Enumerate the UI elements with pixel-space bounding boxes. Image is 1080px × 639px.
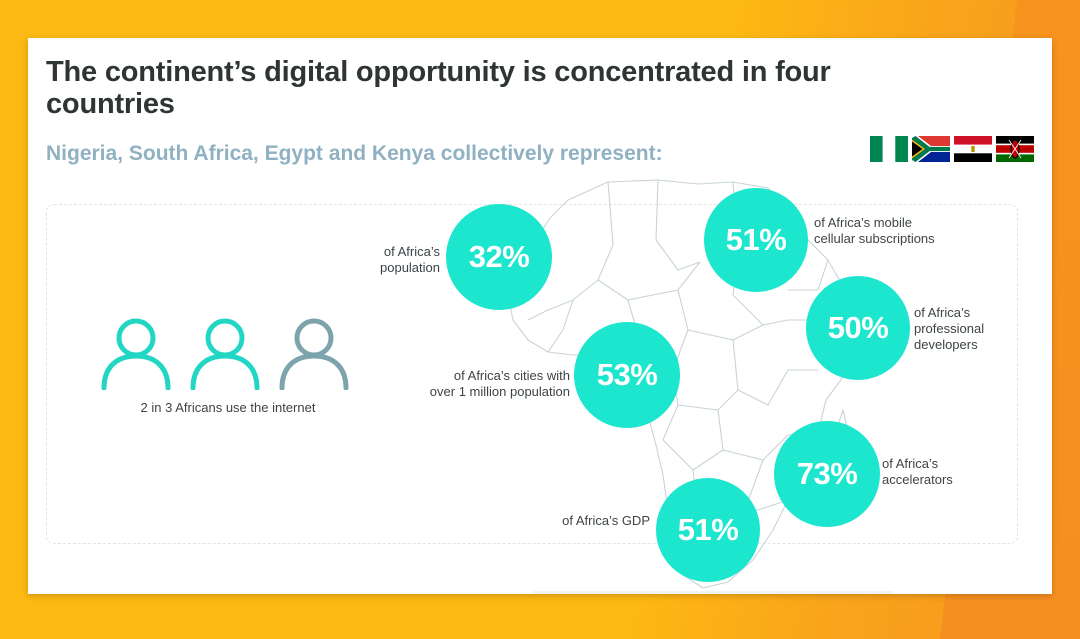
stat-population-circle: 32%	[446, 204, 552, 310]
stat-label-line: accelerators	[882, 472, 953, 487]
person-icon	[101, 318, 171, 390]
stat-label-line: over 1 million population	[429, 384, 570, 399]
stat-label-line: of Africa’s	[383, 244, 440, 259]
stat-label-line: cellular subscriptions	[814, 231, 935, 246]
stat-developers-label: of Africa’s professional developers	[914, 305, 1024, 353]
stat-developers-circle: 50%	[806, 276, 910, 380]
internet-usage-caption: 2 in 3 Africans use the internet	[140, 400, 316, 415]
stat-mobile-circle: 51%	[704, 188, 808, 292]
stat-accelerators-circle: 73%	[774, 421, 880, 527]
stat-label-line: of Africa’s	[914, 305, 971, 320]
stat-accelerators-label: of Africa’s accelerators	[882, 456, 1002, 488]
stat-label-line: of Africa’s mobile	[814, 215, 913, 230]
stat-label-line: of Africa’s cities with	[453, 368, 570, 383]
country-flags	[870, 136, 1034, 162]
internet-usage-icons	[101, 318, 349, 390]
kenya-flag-icon	[996, 136, 1034, 162]
stat-label-line: professional	[914, 321, 985, 336]
stat-label-line: population	[380, 260, 440, 275]
nigeria-flag-icon	[870, 136, 908, 162]
slide-subtitle: Nigeria, South Africa, Egypt and Kenya c…	[46, 142, 663, 165]
stat-mobile-label: of Africa’s mobile cellular subscription…	[814, 215, 1014, 247]
slide-card: The continent’s digital opportunity is c…	[28, 38, 1052, 594]
stat-label-line: developers	[914, 337, 978, 352]
slide-title: The continent’s digital opportunity is c…	[46, 56, 831, 120]
stats-panel	[46, 204, 1018, 544]
stat-gdp-circle: 51%	[656, 478, 760, 582]
person-icon	[190, 318, 260, 390]
stat-gdp-label: of Africa’s GDP	[498, 513, 650, 529]
stat-cities-circle: 53%	[574, 322, 680, 428]
stat-label-line: of Africa’s	[882, 456, 939, 471]
stat-cities-label: of Africa’s cities with over 1 million p…	[398, 368, 570, 400]
person-icon	[279, 318, 349, 390]
stat-label-line: of Africa’s GDP	[562, 513, 650, 528]
egypt-flag-icon	[954, 136, 992, 162]
stat-population-label: of Africa’s population	[328, 244, 440, 276]
divider	[533, 591, 893, 594]
south-africa-flag-icon	[912, 136, 950, 162]
